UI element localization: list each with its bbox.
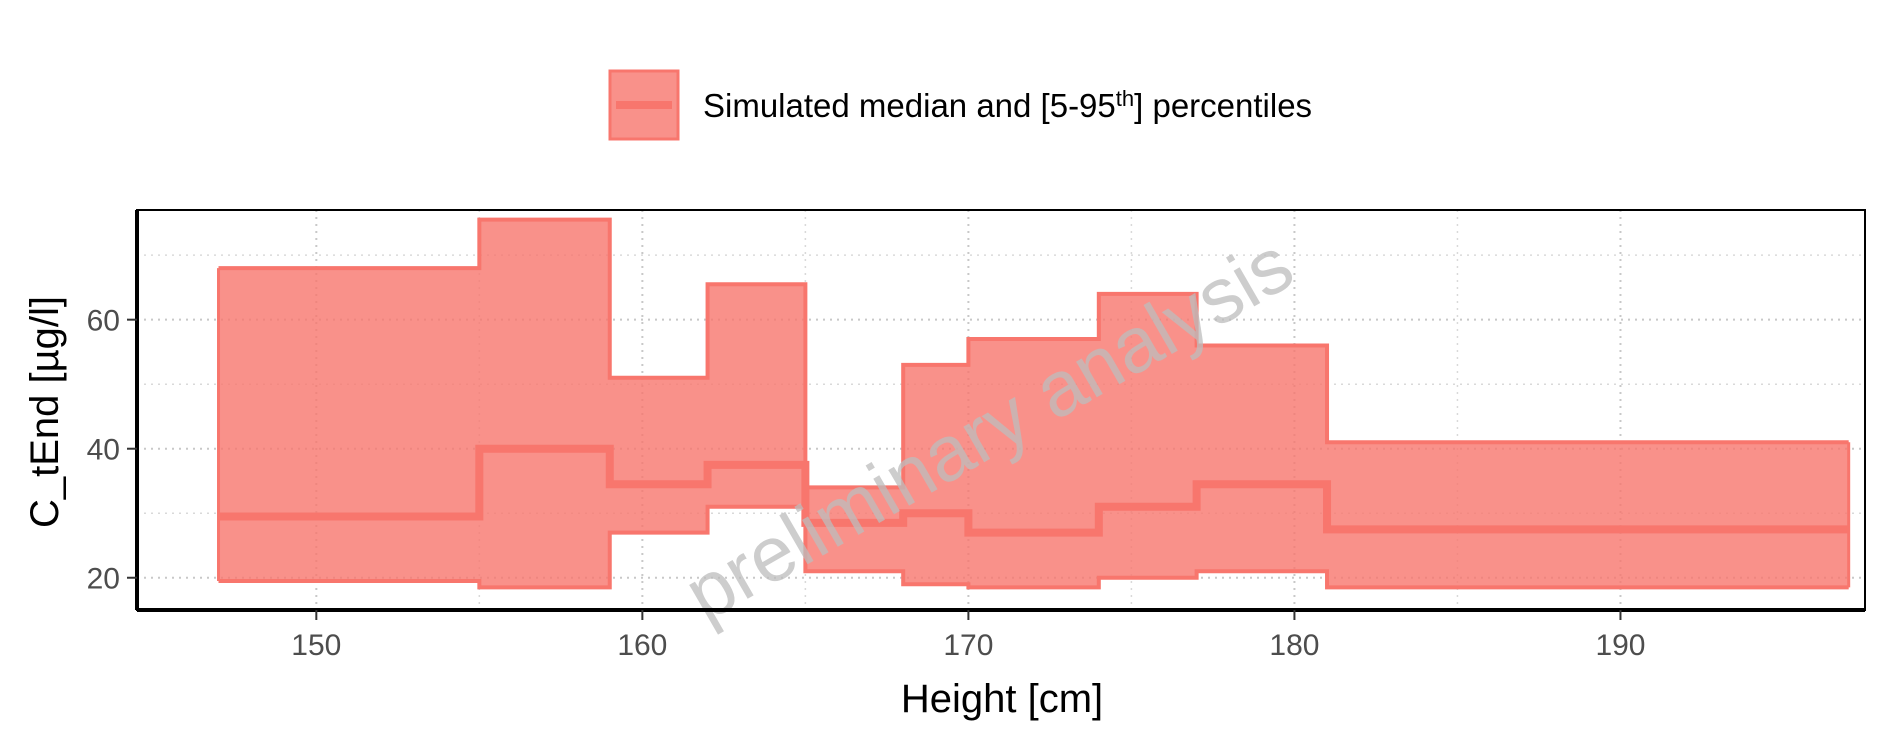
legend: Simulated median and [5-95th] percentile…	[608, 69, 1312, 141]
legend-label: Simulated median and [5-95th] percentile…	[703, 86, 1312, 124]
p95-step-line	[218, 217, 1849, 490]
median-step-line	[218, 444, 1849, 537]
percentile-ribbon	[218, 219, 1849, 588]
y-tick-label: 20	[87, 563, 120, 596]
legend-label-end: ] percentiles	[1134, 87, 1312, 124]
x-tick-label: 190	[1595, 629, 1645, 662]
x-tick-label: 170	[943, 629, 993, 662]
x-axis-title: Height [cm]	[901, 677, 1103, 721]
y-axis-title: C_tEnd [µg/l]	[23, 296, 67, 528]
x-tick-label: 160	[617, 629, 667, 662]
axis-layer: 150 160 170 180 190 20 40 60	[87, 209, 1866, 662]
x-tick-label: 180	[1269, 629, 1319, 662]
legend-label-superscript: th	[1116, 86, 1134, 111]
x-tick-label: 150	[291, 629, 341, 662]
p5-step-line	[218, 504, 1849, 590]
y-tick-label: 40	[87, 434, 120, 467]
legend-label-main: Simulated median and [5-95	[703, 87, 1116, 124]
series-layer	[217, 217, 1851, 590]
y-tick-label: 60	[87, 305, 120, 338]
